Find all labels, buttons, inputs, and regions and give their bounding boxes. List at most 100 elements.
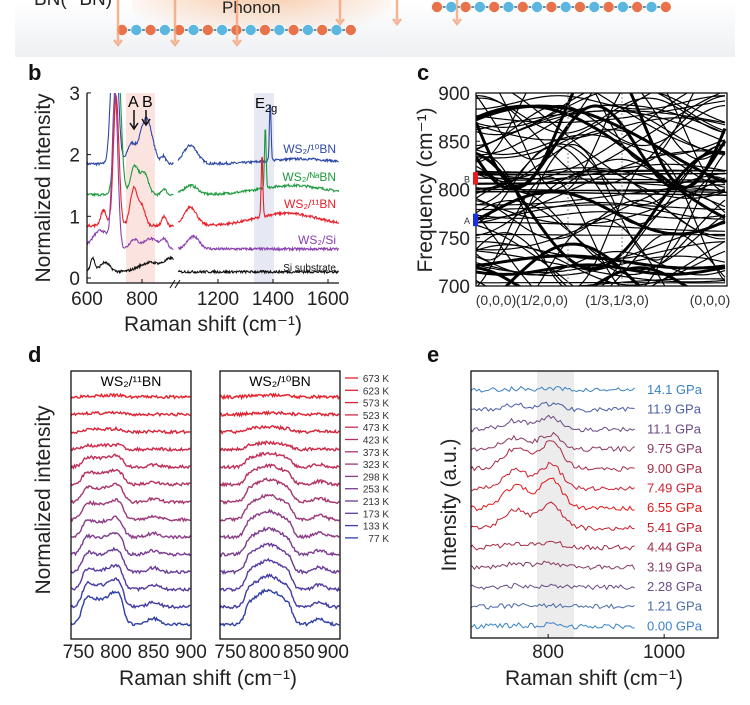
subplot-title: WS₂/¹¹BN (101, 373, 162, 389)
legend-label: 573 K (363, 399, 389, 410)
legend-label: 133 K (363, 522, 389, 533)
kpoint-label: (1/2,0,0) (516, 292, 568, 308)
atom (288, 25, 299, 36)
series-label: WS₂/Si (298, 233, 336, 247)
pressure-label: 7.49 GPa (647, 481, 703, 496)
trace-573K (71, 427, 190, 433)
trace-77K (220, 590, 339, 626)
legend-label: 298 K (363, 472, 389, 483)
ylabel-b: Normalized intensity (32, 93, 55, 283)
region-highlight (537, 371, 574, 638)
pressure-label: 1.21 GPa (647, 599, 703, 614)
y-tick-label: 900 (438, 84, 470, 105)
series-label: WS₂/¹¹BN (284, 197, 336, 211)
axis-break (170, 280, 180, 288)
y-tick-label: 1 (69, 207, 80, 228)
series-label: Si substrate (283, 263, 336, 274)
trace-213K (220, 543, 339, 573)
annotation-B: B (142, 94, 153, 111)
legend-label: 473 K (363, 423, 389, 434)
mode-marker-B (473, 172, 478, 185)
atom (646, 2, 657, 13)
xlabel-b: Raman shift (cm⁻¹) (124, 313, 302, 336)
atom (245, 25, 256, 36)
x-tick-label: 750 (63, 642, 95, 663)
legend-label: 623 K (363, 386, 389, 397)
trace-473K (71, 454, 190, 468)
x-tick-label: 600 (71, 289, 103, 310)
atom (274, 25, 285, 36)
legend-label: 423 K (363, 436, 389, 447)
x-tick-label: 800 (100, 642, 132, 663)
ylabel-e: Intensity (a.u.) (438, 438, 461, 571)
trace-173K (220, 559, 339, 591)
x-tick-label: 850 (138, 642, 170, 663)
trace-133K (71, 578, 190, 608)
schematic-strip: ¹⁰BN(¹¹BN) Phonon (15, 0, 735, 57)
x-tick-label: 1200 (197, 289, 239, 310)
kpoint-label: (0,0,0) (690, 292, 730, 308)
pressure-label: 3.19 GPa (647, 559, 703, 574)
panel-label-c: c (417, 60, 429, 85)
atom (202, 25, 213, 36)
x-tick-label: 850 (283, 642, 315, 663)
trace-523K (71, 444, 190, 451)
x-tick-label: 800 (532, 642, 564, 663)
x-tick-label: 750 (214, 642, 246, 663)
atom (575, 2, 586, 13)
atom (317, 25, 328, 36)
legend-label: 253 K (363, 485, 389, 496)
legend-label: 213 K (363, 497, 389, 508)
mode-marker-A (473, 214, 478, 227)
x-tick-label: 800 (126, 289, 158, 310)
panel-label-d: d (28, 342, 41, 367)
y-tick-label: 0 (69, 269, 80, 290)
subplot-title: WS₂/¹⁰BN (249, 373, 311, 389)
annotation-A: A (128, 94, 139, 111)
atom (345, 25, 356, 36)
trace-473K (220, 453, 339, 469)
legend-label: 173 K (363, 509, 389, 520)
trace-423K (71, 469, 190, 485)
atom (460, 2, 471, 13)
atom (188, 25, 199, 36)
atom (489, 2, 500, 13)
series-label: WS₂/¹⁰BN (283, 142, 336, 156)
trace-673K (220, 394, 339, 399)
mode-label: B (464, 174, 470, 184)
atom (532, 2, 543, 13)
x-tick-label: 1000 (643, 642, 685, 663)
ylabel-c: Frequency (cm⁻¹) (414, 107, 437, 272)
xlabel-d: Raman shift (cm⁻¹) (119, 667, 297, 690)
pressure-label: 5.41 GPa (647, 520, 703, 535)
pressure-label: 9.75 GPa (647, 441, 703, 456)
trace-323K (220, 495, 339, 521)
xlabel-e: Raman shift (cm⁻¹) (505, 667, 683, 690)
legend-label: 523 K (363, 411, 389, 422)
atom (302, 25, 313, 36)
y-tick-label: 700 (438, 277, 470, 298)
atom (446, 2, 457, 13)
pressure-label: 9.00 GPa (647, 461, 703, 476)
pressure-label: 11.1 GPa (647, 421, 702, 436)
trace-623K (220, 412, 339, 416)
legend-label: 323 K (363, 460, 389, 471)
atom (603, 2, 614, 13)
phonon-label: Phonon (222, 0, 281, 17)
pressure-label: 0.00 GPa (647, 618, 703, 633)
y-tick-label: 750 (438, 229, 470, 250)
kpoint-label: (1/3,1/3,0) (585, 292, 649, 308)
panel-c: c 900850800750700(0,0,0)(1/2,0,0)(1/3,1/… (414, 53, 730, 351)
axes-frame-d-left (71, 371, 191, 639)
trace-77K (71, 592, 190, 626)
x-tick-label: 800 (249, 642, 281, 663)
trace-213K (71, 548, 190, 573)
atom (632, 2, 643, 13)
mode-label: A (464, 216, 470, 226)
atom (145, 25, 156, 36)
panel-label-e: e (427, 342, 439, 367)
atom (159, 25, 170, 36)
